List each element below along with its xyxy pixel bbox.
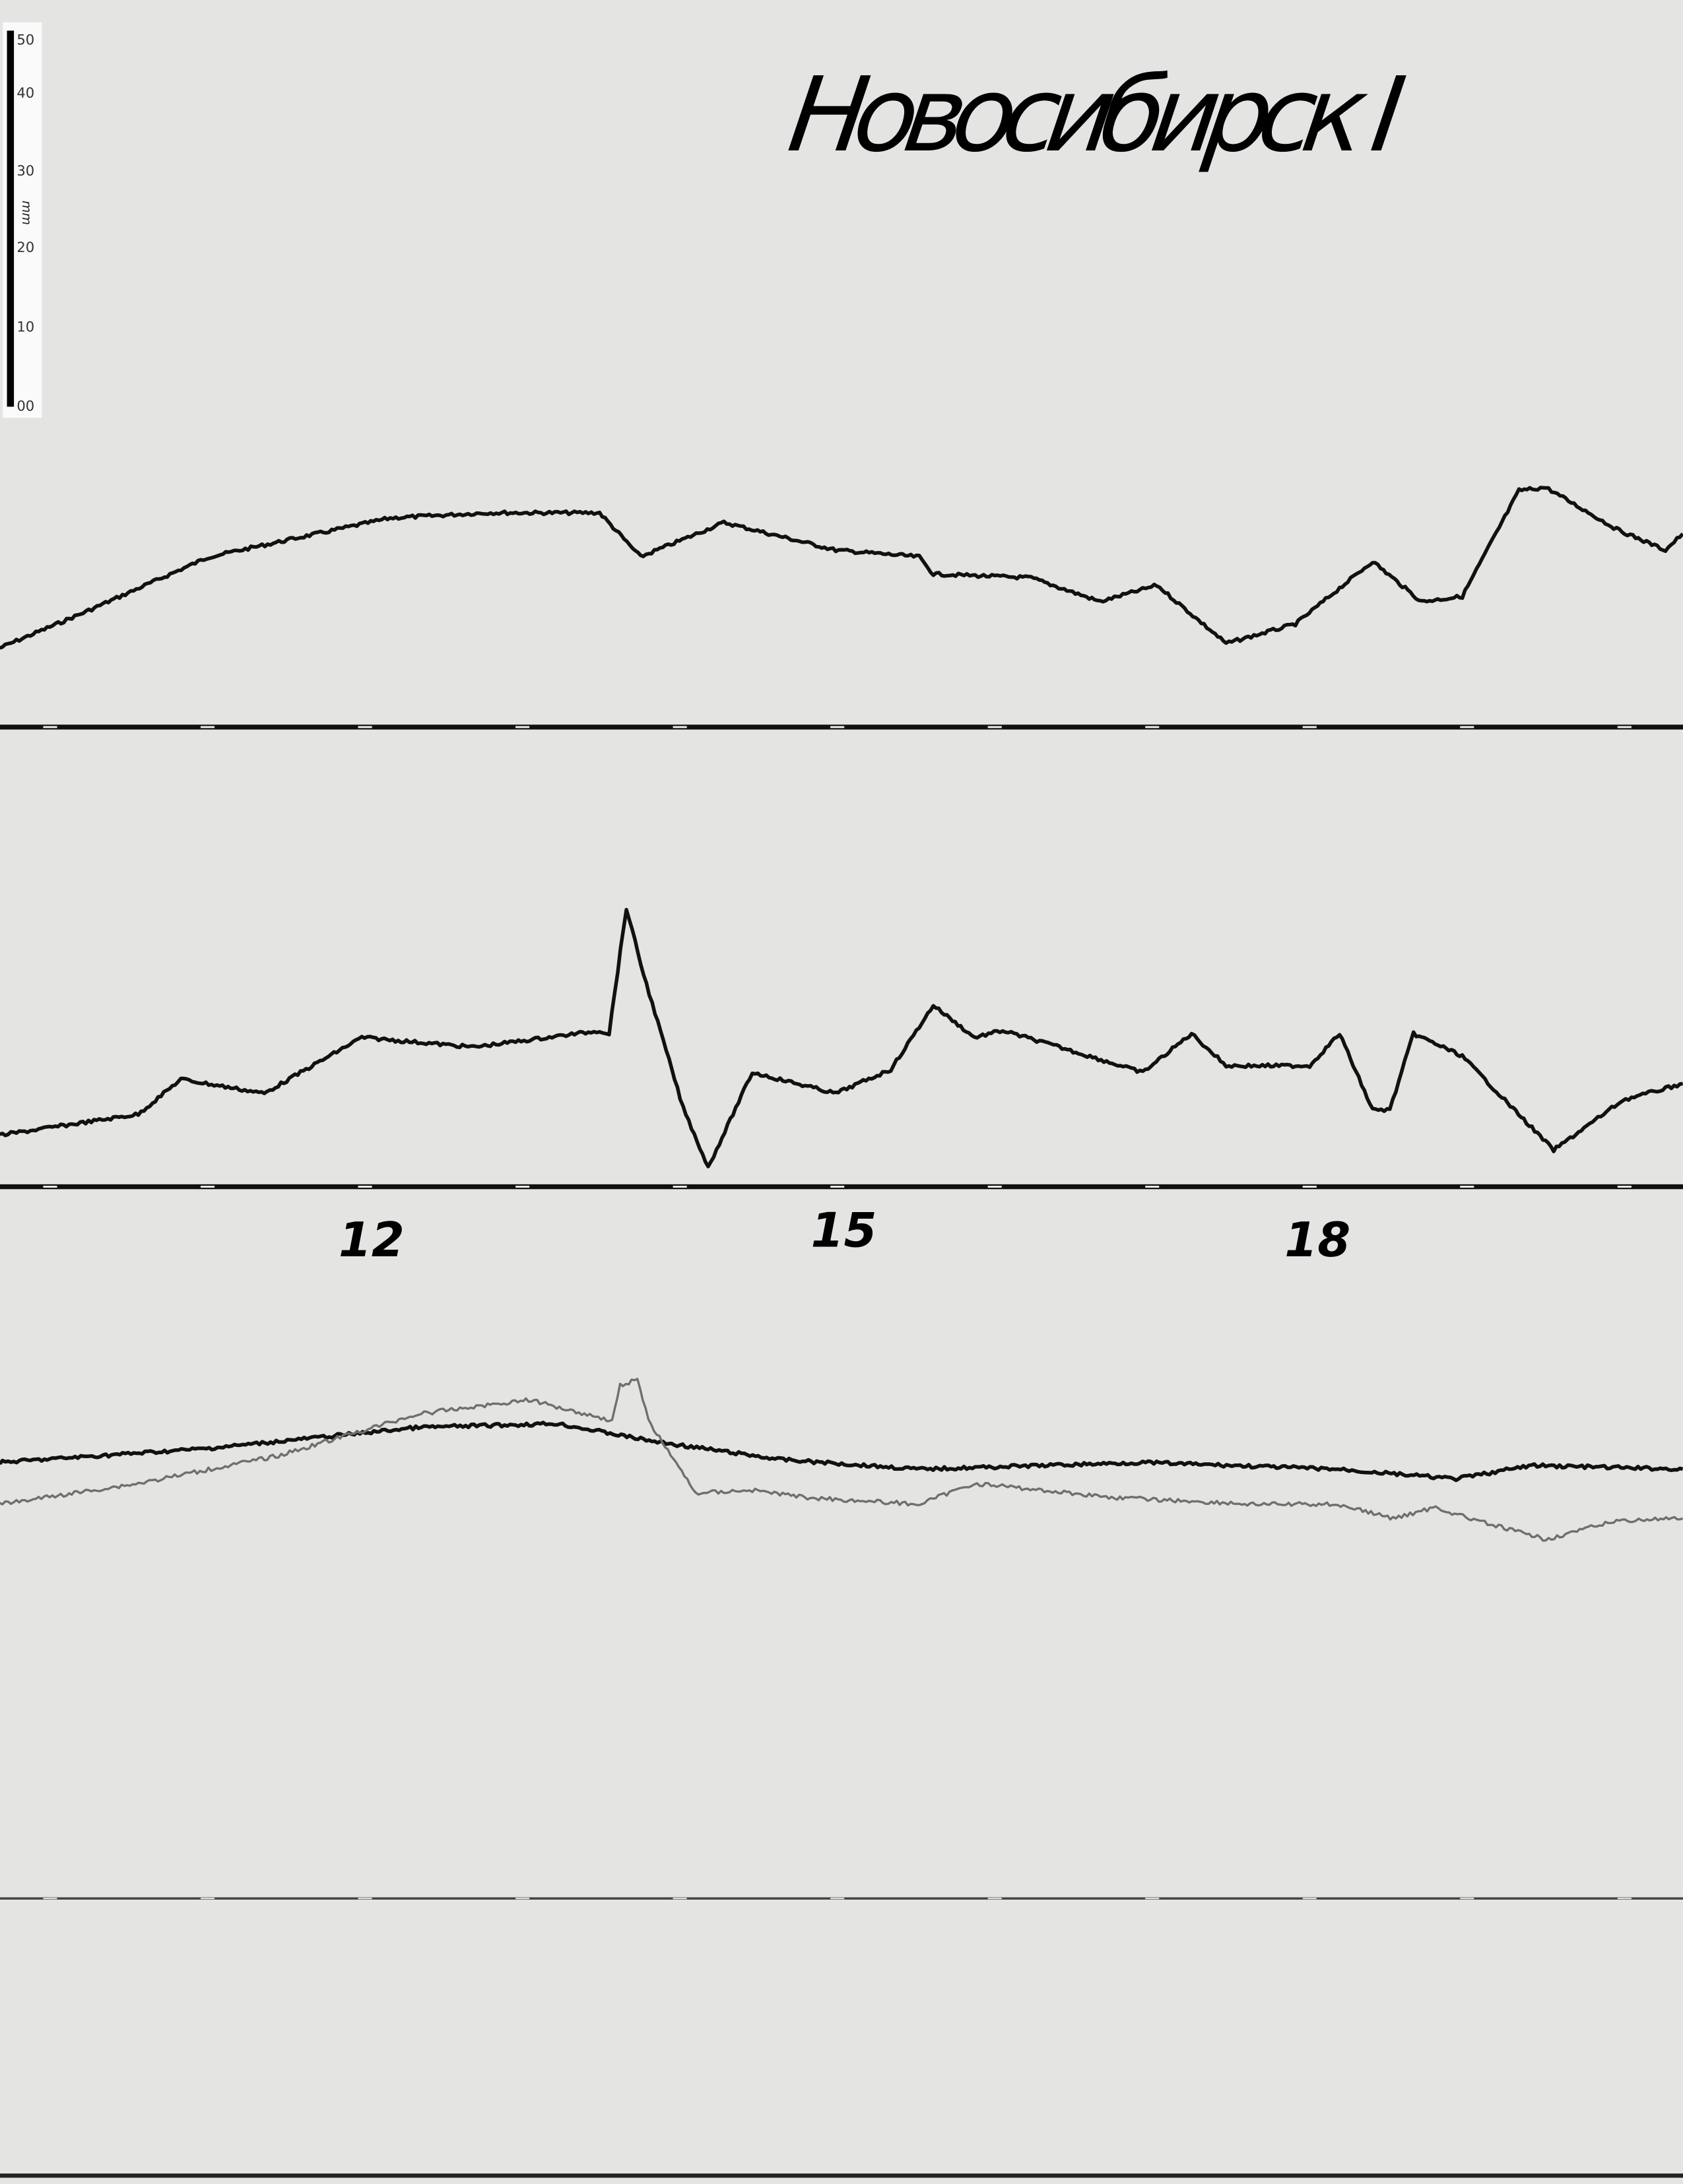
trace-panel-3 [0, 1421, 1683, 1483]
trace-panel-3-secondary [0, 1378, 1683, 1542]
ruler-tick-20: 20 [16, 239, 34, 255]
hour-tick-marks [43, 726, 1632, 1900]
traces [0, 486, 1683, 1542]
trace-panel-2 [0, 907, 1683, 1169]
ruler-tick-50: 50 [16, 32, 34, 48]
trace-panel-1 [0, 486, 1683, 650]
station-title: Новосибирск I [782, 55, 1412, 176]
scale-ruler: 50 40 30 mm 20 10 00 [3, 22, 42, 418]
hour-label-12: 12 [339, 1212, 405, 1268]
ruler-tick-10: 10 [16, 318, 34, 335]
ruler-unit: mm [19, 201, 34, 225]
ruler-tick-40: 40 [16, 84, 34, 101]
hour-label-15: 15 [811, 1202, 877, 1258]
hour-label-18: 18 [1284, 1212, 1350, 1268]
ruler-tick-30: 30 [16, 162, 34, 179]
ruler-bar [7, 30, 15, 407]
ruler-tick-00: 00 [16, 398, 34, 414]
